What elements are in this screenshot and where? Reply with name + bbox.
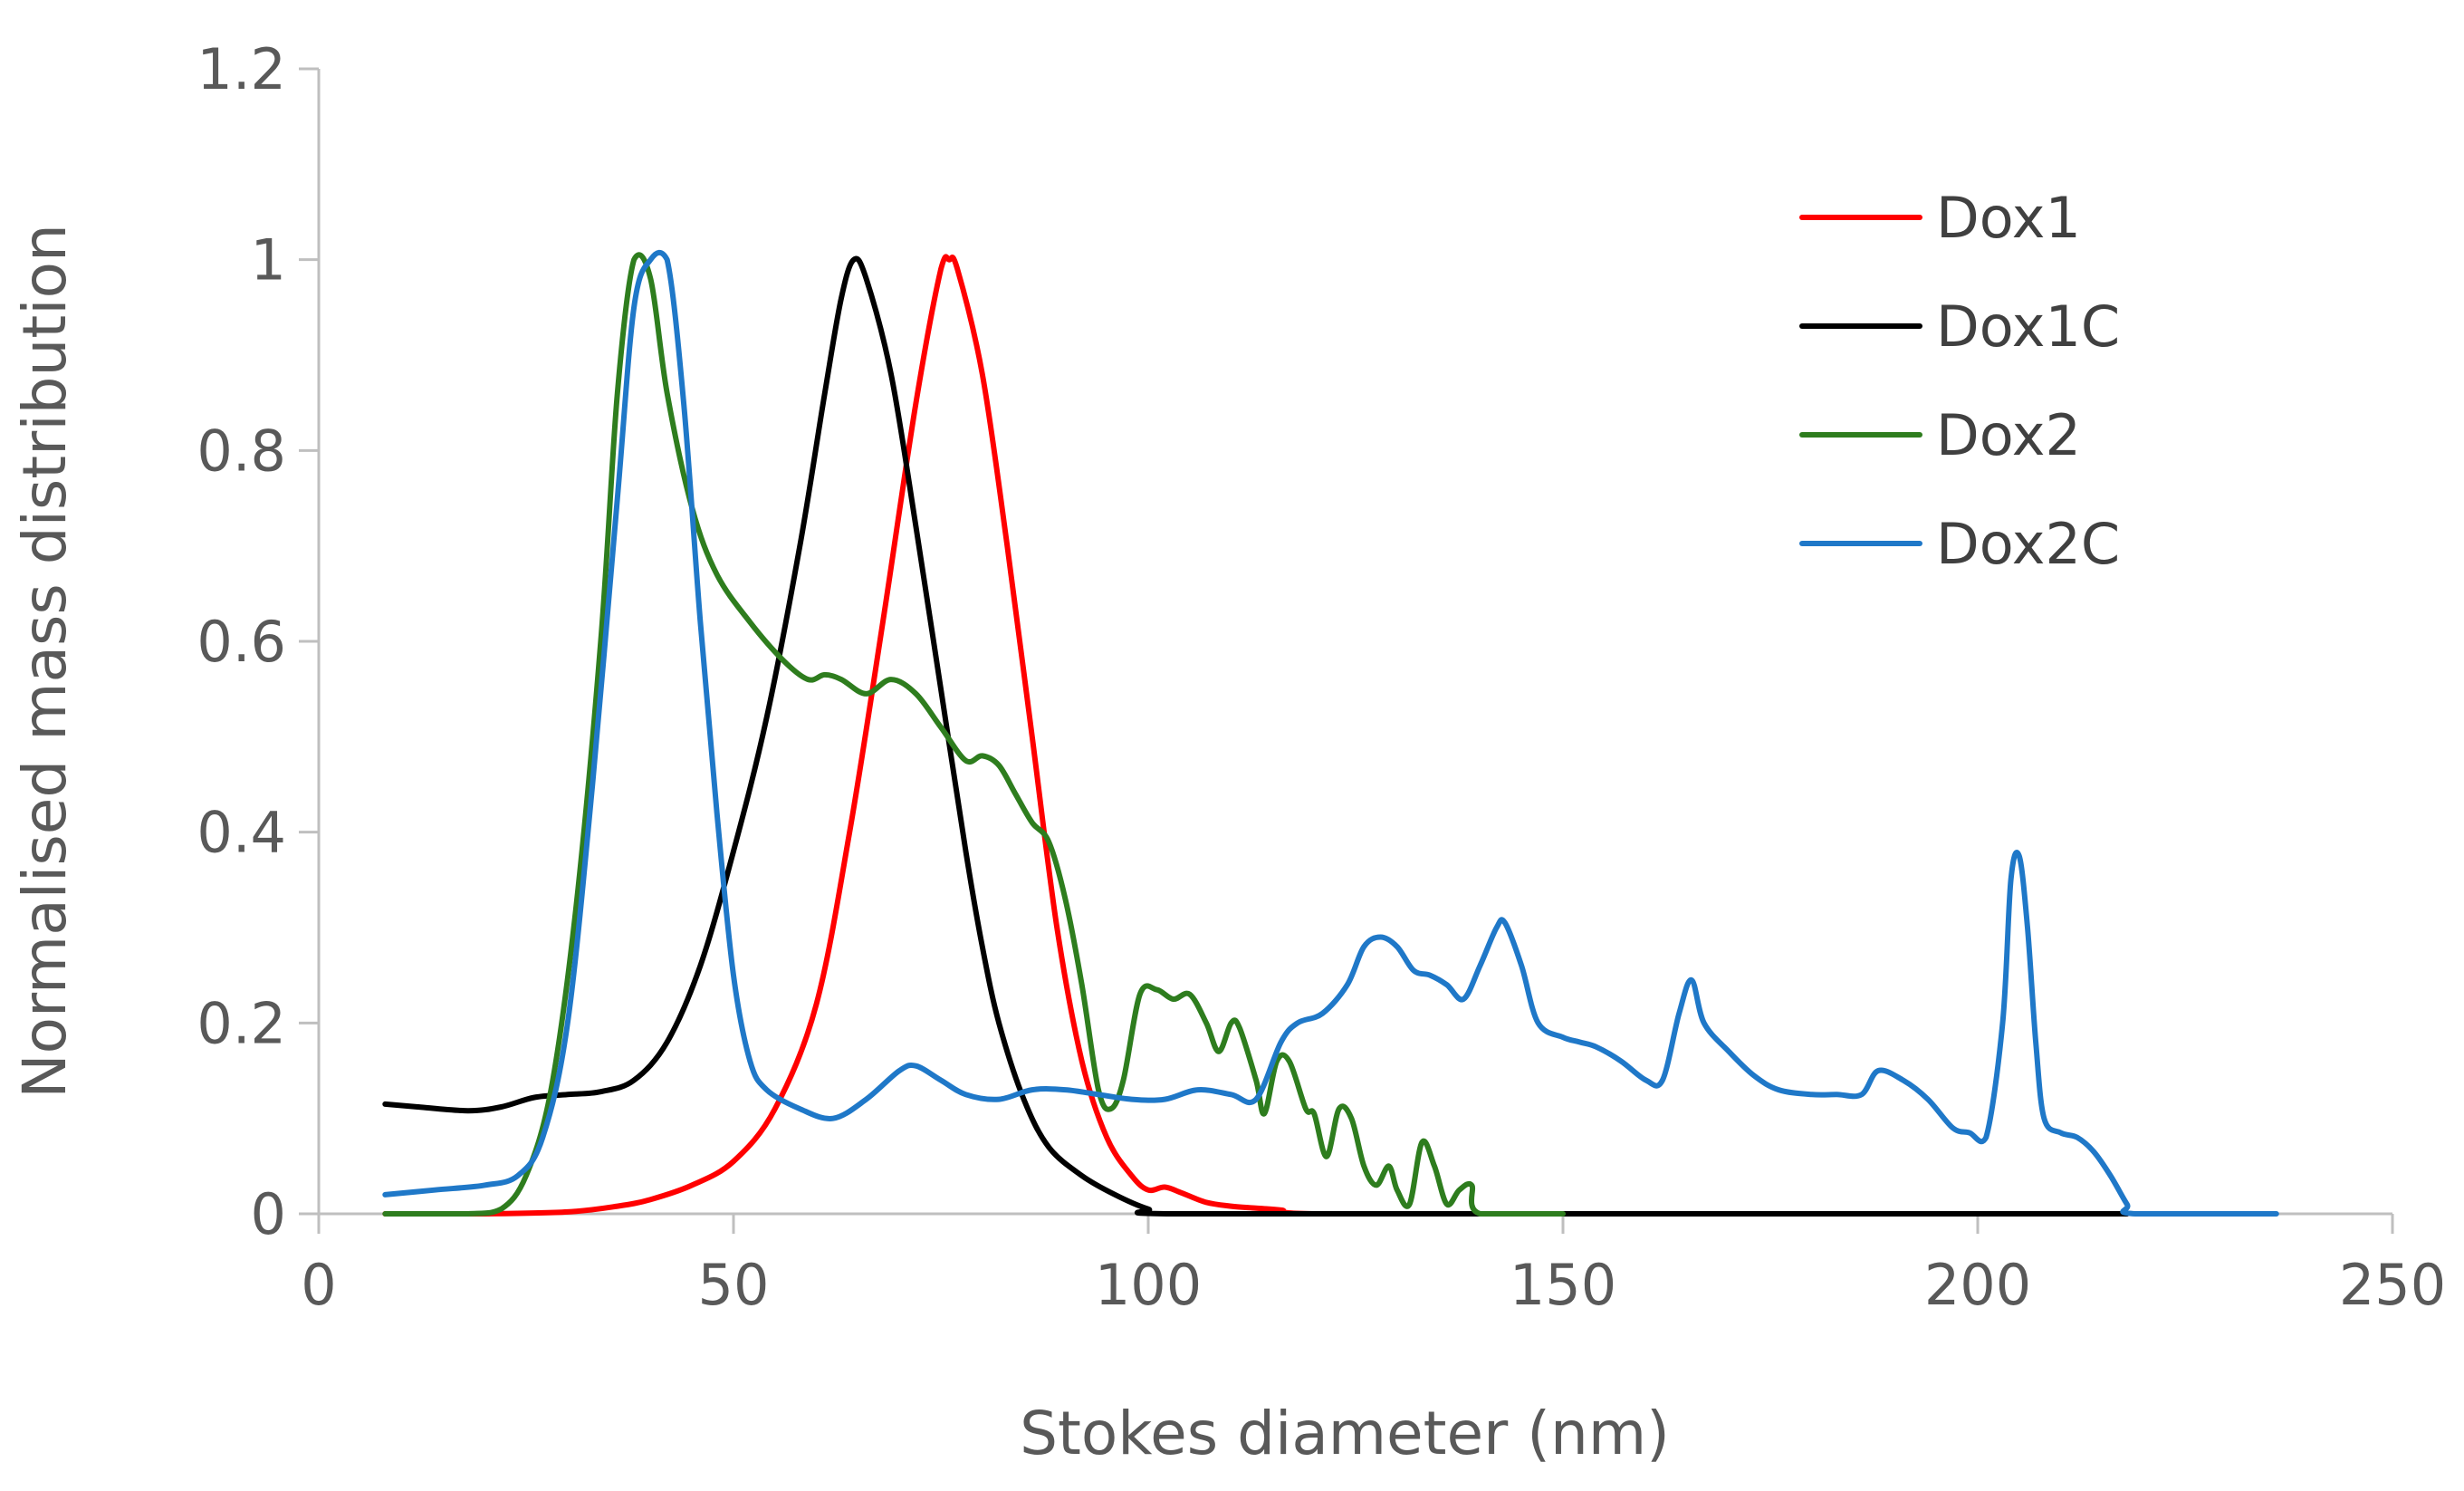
series-line-dox1c [382, 255, 2130, 1217]
x-tick-label: 100 [1095, 1252, 1202, 1318]
x-tick-label: 200 [1924, 1252, 2031, 1318]
x-tick-label: 250 [2339, 1252, 2446, 1318]
y-axis: 0 0.2 0.4 0.6 0.8 1 1.2 [197, 36, 321, 1247]
y-axis-title: Normalised mass distribution [10, 224, 80, 1099]
y-tick-label: 0 [251, 1181, 286, 1247]
y-tick-label: 1.2 [197, 36, 286, 102]
legend-label-dox2: Dox2 [1936, 402, 2081, 468]
y-tick-label: 0.8 [197, 418, 286, 484]
legend: Dox1 Dox1C Dox2 Dox2C [1799, 185, 2120, 577]
legend-label-dox1: Dox1 [1936, 185, 2081, 251]
x-tick-label: 0 [301, 1252, 336, 1318]
x-tick-label: 150 [1510, 1252, 1616, 1318]
series-line-dox1 [382, 254, 2130, 1217]
y-tick-label: 1 [251, 227, 286, 293]
x-axis-title: Stokes diameter (nm) [1020, 1399, 1670, 1468]
legend-label-dox2c: Dox2C [1936, 511, 2120, 577]
plot-area [382, 249, 2279, 1217]
x-tick-label: 50 [698, 1252, 770, 1318]
series-line-dox2 [382, 252, 1566, 1217]
legend-label-dox1c: Dox1C [1936, 293, 2120, 360]
series-line-dox2c [382, 249, 2279, 1217]
y-tick-label: 0.6 [197, 609, 286, 675]
y-tick-label: 0.2 [197, 990, 286, 1056]
x-axis: 0 50 100 150 200 250 [301, 1212, 2446, 1318]
y-tick-label: 0.4 [197, 800, 286, 866]
